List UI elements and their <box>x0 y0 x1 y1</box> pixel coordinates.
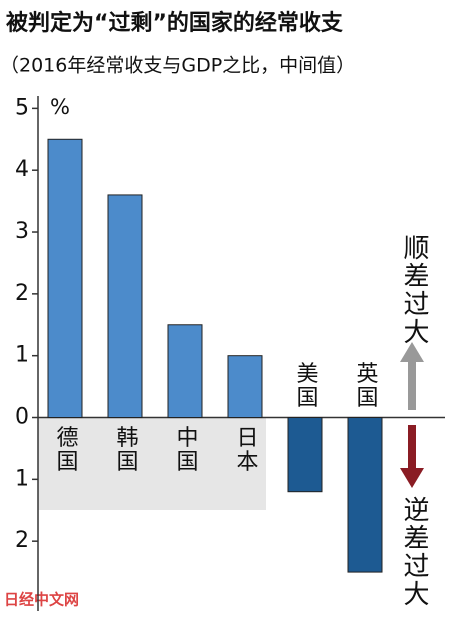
bar <box>107 194 143 419</box>
bar <box>287 417 323 493</box>
deficit-note: 逆差过大 <box>399 496 429 608</box>
chart-subtitle: （2016年经常收支与GDP之比，中间值） <box>0 55 355 77</box>
y-unit: % <box>50 95 70 119</box>
y-tick-label: 4 <box>15 157 29 182</box>
up-arrow-head <box>400 342 424 362</box>
x-tick-label: 德国 <box>53 426 79 474</box>
y-tick-label: 5 <box>15 95 29 120</box>
down-arrow-head <box>400 468 424 488</box>
x-tick-label: 韩国 <box>113 426 139 474</box>
bar <box>167 324 203 419</box>
x-tick-label: 美国 <box>293 362 319 410</box>
x-tick-label: 日本 <box>233 426 259 474</box>
x-tick-label: 中国 <box>173 426 198 474</box>
y-tick-label: 3 <box>15 219 29 244</box>
bar <box>347 417 383 573</box>
y-tick-label: 1 <box>15 343 29 368</box>
y-tick-label: 0 <box>15 405 29 430</box>
shade <box>38 418 266 510</box>
y-tick-label: 2 <box>15 281 29 306</box>
surplus-note: 顺差过大 <box>399 234 429 346</box>
chart-title: 被判定为“过剩”的国家的经常收支 <box>6 10 344 36</box>
bar <box>227 355 263 419</box>
x-tick-label: 英国 <box>353 362 379 410</box>
bar <box>47 138 83 419</box>
y-tick-label: 1 <box>15 466 29 491</box>
watermark: 日经中文网 <box>4 591 79 609</box>
y-tick-label: 2 <box>15 528 29 553</box>
